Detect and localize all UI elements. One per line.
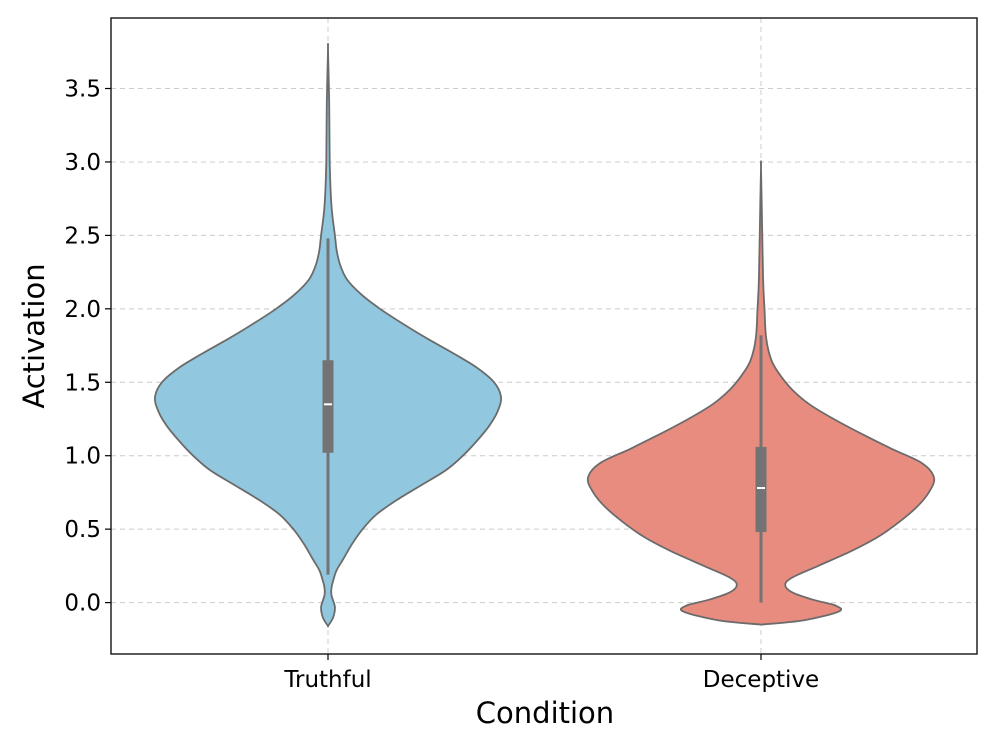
y-tick-label: 3.0 <box>64 150 101 176</box>
y-tick-label: 1.0 <box>64 444 101 470</box>
x-tick-label: Deceptive <box>703 667 819 693</box>
y-axis-title: Activation <box>17 263 51 408</box>
x-tick-label: Truthful <box>283 667 371 693</box>
y-tick-label: 1.5 <box>64 370 101 396</box>
x-axis-title: Condition <box>476 696 614 730</box>
y-tick-label: 0.5 <box>64 517 101 543</box>
iqr-box-truthful <box>322 360 334 453</box>
tick-layer: 0.0 0.5 1.0 1.5 2.0 2.5 3.0 3.5 Truthful Deceptiv… <box>64 77 819 693</box>
y-tick-label: 2.0 <box>64 297 101 323</box>
y-tick-label: 2.5 <box>64 223 101 249</box>
y-tick-label: 0.0 <box>64 591 101 617</box>
iqr-box-deceptive <box>755 446 767 533</box>
violin-layer <box>153 42 936 628</box>
y-tick-label: 3.5 <box>64 77 101 103</box>
plot-frame <box>110 17 978 655</box>
